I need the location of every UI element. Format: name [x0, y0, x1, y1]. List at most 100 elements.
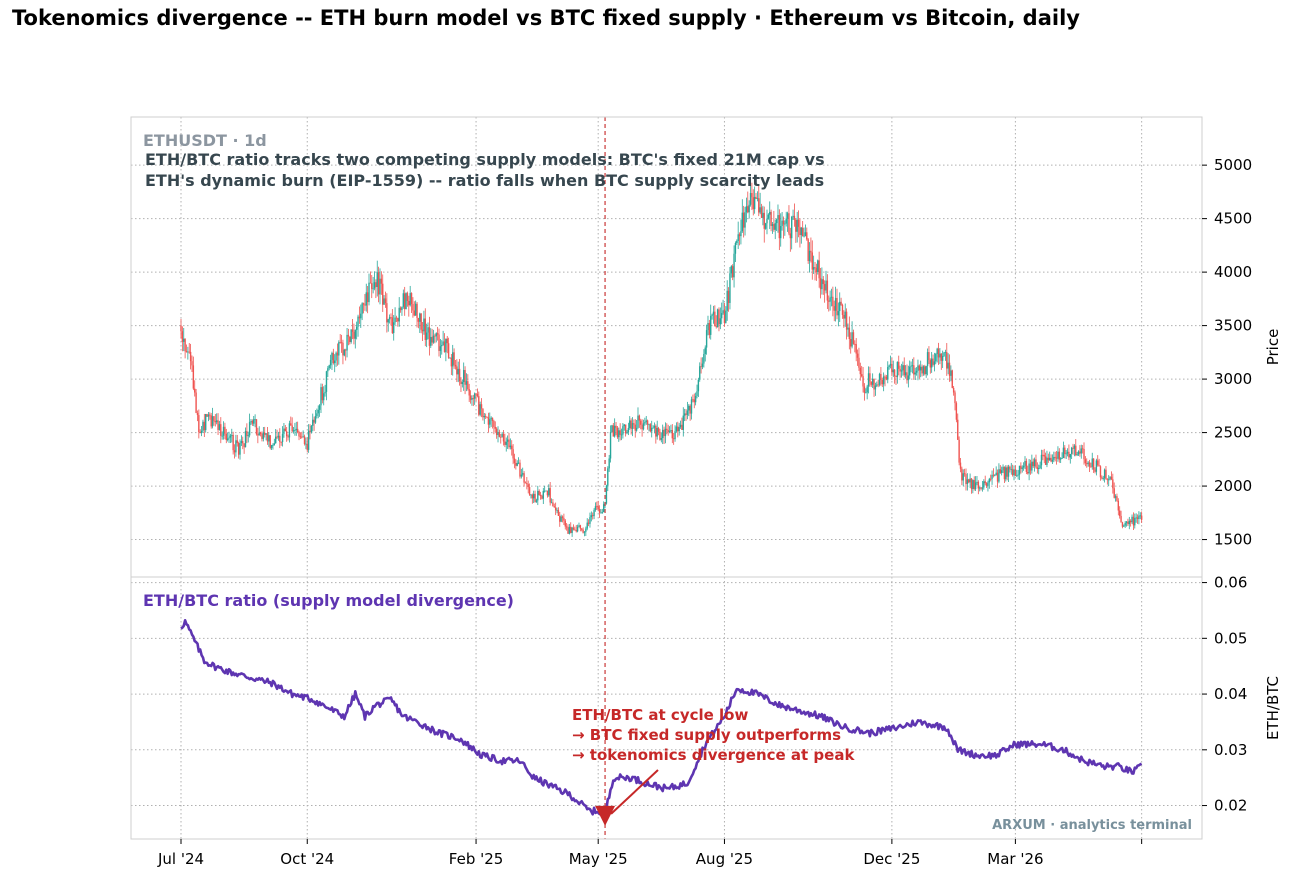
- candle-body: [742, 212, 745, 228]
- candle: [955, 401, 958, 423]
- candle-body: [317, 409, 319, 414]
- candle-body: [656, 427, 658, 437]
- candle-body: [898, 361, 900, 369]
- candle: [707, 315, 709, 336]
- candle-body: [265, 433, 267, 435]
- candle: [1102, 475, 1104, 481]
- candle: [430, 328, 432, 349]
- candle-body: [633, 423, 635, 425]
- candle-body: [187, 351, 189, 353]
- candle-body: [334, 360, 336, 364]
- candle: [777, 204, 779, 233]
- candle: [307, 424, 310, 453]
- candle-body: [899, 368, 901, 372]
- candle-body: [651, 427, 653, 432]
- candle-body: [1014, 469, 1017, 476]
- candle: [340, 334, 343, 353]
- candle-body: [818, 260, 820, 279]
- candle: [1064, 445, 1066, 459]
- candle: [985, 482, 988, 489]
- candle: [629, 416, 631, 430]
- candle: [703, 349, 705, 368]
- candle: [924, 364, 926, 376]
- candle: [1010, 462, 1012, 475]
- candle: [572, 524, 575, 531]
- candle: [328, 364, 330, 371]
- candle-body: [358, 316, 361, 319]
- candle-body: [498, 431, 501, 437]
- candle-body: [357, 316, 359, 327]
- candle-body: [1102, 478, 1104, 479]
- candle-body: [277, 435, 280, 438]
- candle-body: [247, 435, 249, 437]
- candle-body: [1059, 458, 1062, 460]
- candle-body: [745, 206, 748, 213]
- candle-body: [925, 366, 927, 375]
- candle: [989, 474, 992, 482]
- candle-body: [1007, 466, 1010, 477]
- candle: [830, 288, 833, 307]
- candle: [443, 333, 446, 353]
- candle: [935, 352, 937, 365]
- candle-body: [685, 413, 687, 415]
- candle-body: [344, 349, 347, 351]
- candle-body: [836, 297, 838, 316]
- candle: [659, 428, 661, 441]
- candle: [280, 441, 282, 446]
- candle-body: [391, 317, 394, 334]
- candle-body: [932, 358, 934, 365]
- candle-body: [845, 311, 848, 330]
- candle-body: [1108, 479, 1110, 481]
- candle: [863, 383, 866, 401]
- candle-body: [382, 283, 384, 305]
- candle: [644, 417, 646, 426]
- candle: [181, 326, 184, 352]
- candle: [329, 354, 332, 369]
- candle: [362, 302, 365, 314]
- candle-body: [338, 342, 340, 356]
- candle-body: [727, 290, 730, 303]
- candle-body: [954, 392, 956, 404]
- candle-body: [970, 478, 973, 489]
- candle: [615, 421, 617, 436]
- candle: [801, 220, 804, 237]
- candle-body: [1029, 463, 1032, 471]
- candle: [274, 429, 277, 444]
- candle-body: [578, 525, 580, 527]
- candle: [1040, 449, 1043, 470]
- candle: [700, 357, 702, 374]
- candle-body: [1003, 466, 1006, 480]
- candle-body: [206, 414, 208, 417]
- candle-body: [475, 393, 477, 395]
- candle-body: [976, 481, 978, 483]
- candle-body: [634, 424, 636, 431]
- candle: [1038, 464, 1040, 475]
- candle: [859, 362, 862, 381]
- ratio-y-tick-label: 0.02: [1214, 797, 1247, 815]
- candle-body: [479, 404, 481, 415]
- candle-body: [726, 290, 728, 311]
- candle: [758, 185, 760, 217]
- candle: [567, 524, 569, 534]
- candle: [726, 280, 728, 321]
- candle: [946, 343, 948, 376]
- candle: [1068, 444, 1070, 461]
- candle-body: [299, 436, 302, 438]
- candle: [911, 358, 914, 374]
- candle-body: [184, 338, 186, 352]
- candle: [1136, 514, 1139, 524]
- candle-body: [597, 506, 599, 510]
- candle: [1024, 456, 1026, 470]
- candle: [387, 318, 389, 332]
- candle: [930, 351, 933, 373]
- candle: [674, 425, 676, 442]
- candle-body: [703, 353, 705, 364]
- candle-body: [759, 207, 761, 213]
- candle-body: [1024, 460, 1026, 466]
- candle: [324, 384, 326, 397]
- candle-body: [213, 416, 215, 422]
- candle: [456, 359, 458, 383]
- candle: [1028, 459, 1030, 481]
- candle: [428, 316, 431, 356]
- candle-body: [935, 354, 937, 362]
